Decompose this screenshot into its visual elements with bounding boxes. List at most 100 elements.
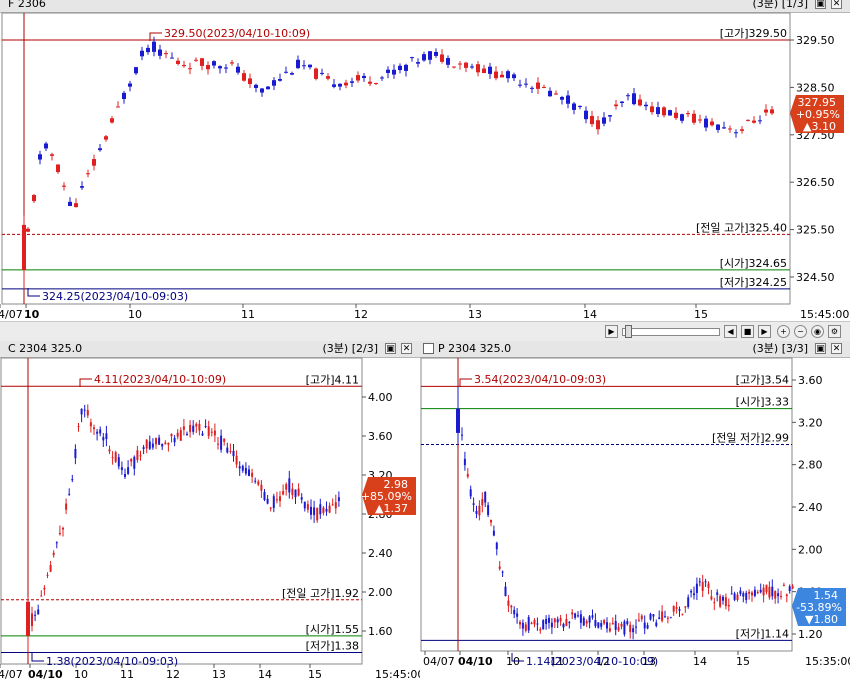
candle-body [325, 508, 328, 512]
candle-body [620, 623, 623, 627]
candle-body [762, 587, 765, 596]
candle-body [780, 595, 782, 597]
reference-label: [저가]1.38 [306, 639, 359, 652]
candle-body [716, 592, 719, 595]
candle-body [669, 617, 672, 619]
candle-body [501, 571, 504, 573]
candle-body [398, 65, 402, 71]
x-tick-label: 12 [166, 668, 180, 681]
x-tick-label: 15 [736, 655, 750, 668]
candle-body [574, 613, 577, 618]
candle-body [52, 552, 55, 556]
zoom-slider-track[interactable] [622, 328, 720, 336]
scroll-right-icon[interactable]: ▶ [605, 325, 618, 338]
candle-body [77, 426, 80, 428]
candle-body [62, 527, 64, 530]
next-icon[interactable]: ▶ [758, 325, 771, 338]
badge-change-pct: +85.09% [361, 490, 412, 503]
stop-icon[interactable]: ■ [741, 325, 754, 338]
futures-candlestick-chart[interactable]: 329.50328.50327.50326.50325.50324.504/07… [0, 0, 850, 321]
candle-body [46, 574, 49, 576]
candle-body [122, 92, 126, 100]
close-icon[interactable]: ✕ [831, 0, 842, 9]
candle-body [504, 586, 507, 597]
badge-price: 2.98 [384, 478, 409, 491]
candle-body [632, 628, 635, 633]
candle-body [161, 443, 164, 447]
close-icon[interactable]: ✕ [401, 343, 412, 354]
restore-icon[interactable]: ▣ [385, 343, 396, 354]
candle-body [111, 457, 114, 459]
candle-body [470, 66, 474, 68]
candle-body [242, 73, 246, 81]
candle-body [337, 497, 340, 501]
y-tick-label: 4.00 [368, 391, 393, 404]
candle-body [710, 121, 714, 126]
candle-body [602, 117, 606, 124]
call-option-chart-pane: C 2304 325.0 (3분) [2/3] ▣ ✕ 4.00 3.60 3.20… [0, 341, 420, 689]
badge-change-pct: +0.95% [796, 108, 840, 121]
close-icon[interactable]: ✕ [831, 343, 842, 354]
candle-body [44, 143, 48, 149]
candle-body [464, 62, 468, 68]
candle-body [176, 432, 179, 437]
candle-body [516, 613, 519, 617]
put-candlestick-chart[interactable]: 3.603.202.802.402.001.601.2004/0704/1010… [420, 341, 850, 689]
candle-body [672, 605, 675, 612]
y-tick-label: 2.40 [368, 547, 393, 560]
candle-body [585, 621, 588, 624]
candle-body [530, 87, 534, 89]
candle-body [527, 617, 530, 631]
zoom-fit-icon[interactable]: ◉ [811, 325, 824, 338]
candle-body [690, 591, 693, 593]
candle-body [530, 622, 533, 624]
candle-body [524, 83, 528, 85]
chart-period-label: (3분) [3/3] [752, 342, 808, 355]
candle-body [521, 622, 524, 629]
call-candlestick-chart[interactable]: 4.003.603.202.802.402.001.604/0704/10101… [0, 341, 420, 689]
badge-price: 327.95 [798, 96, 837, 109]
restore-icon[interactable]: ▣ [815, 0, 826, 9]
candle-body [128, 83, 132, 87]
chart-title: C 2304 325.0 [8, 342, 83, 355]
candle-body [434, 51, 438, 56]
wrench-icon[interactable]: ⚙ [828, 325, 841, 338]
zoom-in-icon[interactable]: + [777, 325, 790, 338]
reference-label: [시가]1.55 [306, 623, 359, 636]
badge-change-abs: ▲3.10 [803, 120, 836, 133]
restore-icon[interactable]: ▣ [815, 343, 826, 354]
candle-body [475, 510, 478, 514]
candle-body [80, 186, 84, 188]
select-checkbox[interactable] [423, 343, 434, 354]
candle-body [306, 504, 309, 510]
zoom-out-icon[interactable]: − [794, 325, 807, 338]
candle-body [550, 622, 553, 628]
candle-body [89, 422, 92, 427]
candle-body [556, 619, 559, 623]
candle-body [758, 120, 762, 122]
candle-body [32, 195, 36, 202]
candle-body [519, 622, 521, 625]
candle-body [751, 592, 753, 596]
candle-body [635, 626, 637, 628]
candle-body [142, 447, 145, 450]
candle-body [536, 82, 540, 89]
zoom-slider-thumb[interactable] [625, 325, 632, 338]
prev-icon[interactable]: ◀ [724, 325, 737, 338]
candle-body [201, 433, 204, 436]
candle-body [71, 479, 74, 481]
candle-body [173, 437, 176, 443]
candle-body [213, 430, 216, 436]
candle-body [130, 458, 133, 462]
x-tick-label: 12 [354, 308, 368, 321]
candle-body [745, 592, 748, 600]
chart-scroll-bar[interactable]: ▶ ◀ ■ ▶ + − ◉ ⚙ [0, 321, 850, 343]
candle-body [116, 106, 120, 108]
candle-body [791, 585, 794, 589]
candle-body [603, 620, 606, 624]
candle-body [539, 629, 542, 631]
low-annotation: 1.14(2023/04/10-10:09) [526, 655, 658, 668]
candle-body [188, 68, 192, 70]
candle-body [313, 507, 316, 516]
candle-body [469, 489, 472, 497]
